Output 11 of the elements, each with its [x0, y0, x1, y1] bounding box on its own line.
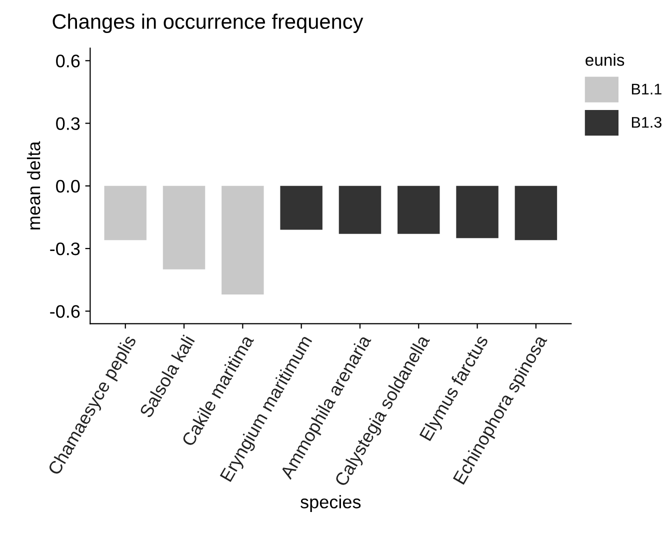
- y-tick-label: 0.0: [56, 180, 80, 193]
- y-axis-title: mean delta: [26, 141, 40, 230]
- y-tick-label: -0.6: [50, 305, 80, 318]
- legend-title: eunis: [586, 54, 624, 66]
- chart-title: Changes in occurrence frequency: [52, 14, 364, 34]
- y-tick-label: 0.6: [56, 54, 80, 68]
- y-tick-label: 0.3: [56, 117, 80, 130]
- y-tick-label: -0.3: [50, 242, 80, 256]
- legend-label: B1.3: [632, 116, 662, 128]
- x-axis-title: species: [300, 495, 361, 512]
- legend-label: B1.1: [632, 84, 662, 94]
